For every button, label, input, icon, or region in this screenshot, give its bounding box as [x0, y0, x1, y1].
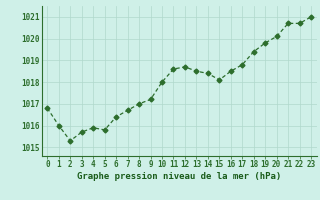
X-axis label: Graphe pression niveau de la mer (hPa): Graphe pression niveau de la mer (hPa)	[77, 172, 281, 181]
